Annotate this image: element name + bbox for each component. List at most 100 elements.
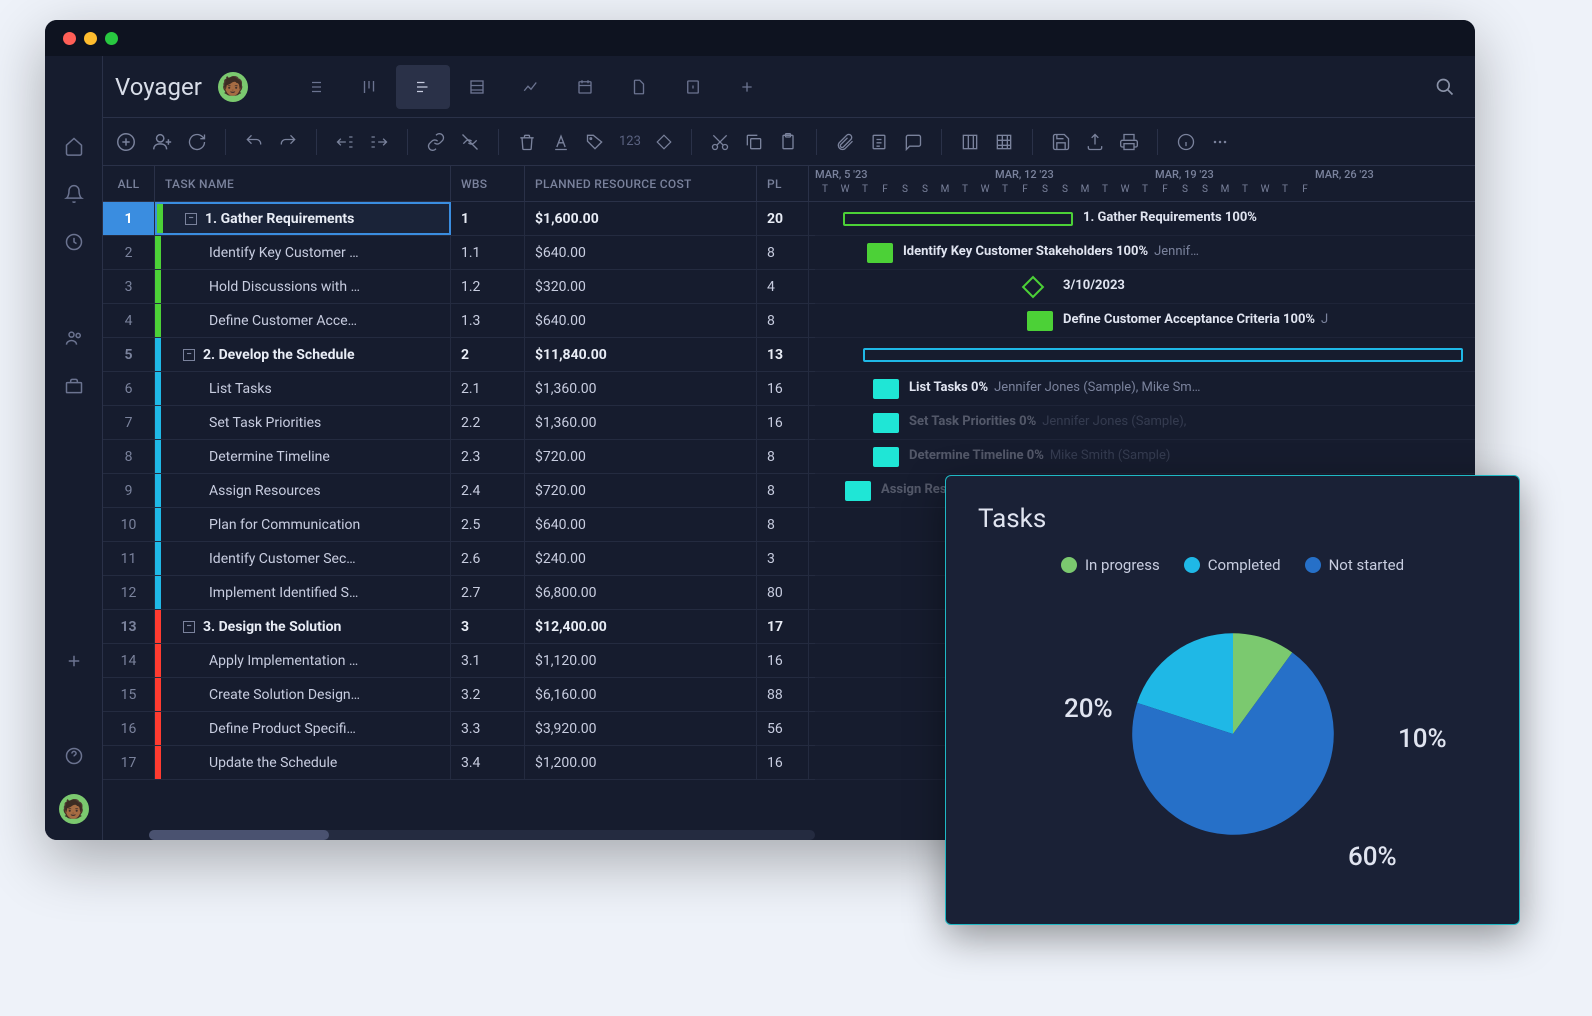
more-icon[interactable] [1210,132,1230,152]
file-view-button[interactable] [612,65,666,109]
task-name-cell[interactable]: Hold Discussions with … [155,270,451,303]
add-task-icon[interactable] [115,131,137,153]
task-name-cell[interactable]: −1. Gather Requirements [155,202,451,235]
chart-view-button[interactable] [504,65,558,109]
task-name-cell[interactable]: Assign Resources [155,474,451,507]
print-icon[interactable] [1119,132,1139,152]
collapse-icon[interactable]: − [183,621,195,633]
gantt-bar[interactable] [873,447,899,467]
briefcase-icon[interactable] [64,376,84,396]
milestone-diamond-icon[interactable] [1022,276,1045,299]
task-name-cell[interactable]: List Tasks [155,372,451,405]
assign-icon[interactable] [151,131,173,153]
task-name-cell[interactable]: −2. Develop the Schedule [155,338,451,371]
clock-icon[interactable] [64,232,84,252]
task-name-cell[interactable]: Set Task Priorities [155,406,451,439]
table-row[interactable]: 17 Update the Schedule 3.4 $1,200.00 16 [103,746,815,780]
table-row[interactable]: 3 Hold Discussions with … 1.2 $320.00 4 [103,270,815,304]
gantt-bar[interactable] [1027,311,1053,331]
window-maximize-button[interactable] [105,32,118,45]
table-row[interactable]: 4 Define Customer Acce… 1.3 $640.00 8 [103,304,815,338]
redo-icon[interactable] [278,132,298,152]
window-minimize-button[interactable] [84,32,97,45]
window-close-button[interactable] [63,32,76,45]
task-name-cell[interactable]: Define Product Specifi… [155,712,451,745]
task-name-cell[interactable]: Apply Implementation … [155,644,451,677]
grid-icon[interactable] [994,132,1014,152]
add-icon[interactable] [65,652,83,670]
refresh-icon[interactable] [187,132,207,152]
table-row[interactable]: 9 Assign Resources 2.4 $720.00 8 [103,474,815,508]
sheet-view-button[interactable] [450,65,504,109]
bell-icon[interactable] [64,184,84,204]
user-avatar[interactable]: 🧑🏾 [59,794,89,824]
gantt-bar[interactable] [873,379,899,399]
link-icon[interactable] [426,132,446,152]
delete-icon[interactable] [517,132,537,152]
text-color-icon[interactable] [551,132,571,152]
number-format-label[interactable]: 123 [619,134,641,149]
gantt-bar[interactable] [843,212,1073,226]
collapse-icon[interactable]: − [185,213,197,225]
task-name-cell[interactable]: Plan for Communication [155,508,451,541]
gantt-bar[interactable] [845,481,871,501]
undo-icon[interactable] [244,132,264,152]
calendar-view-button[interactable] [558,65,612,109]
copy-icon[interactable] [744,132,764,152]
table-row[interactable]: 5 −2. Develop the Schedule 2 $11,840.00 … [103,338,815,372]
table-row[interactable]: 10 Plan for Communication 2.5 $640.00 8 [103,508,815,542]
gantt-bar[interactable] [863,348,1463,362]
task-name-cell[interactable]: Identify Customer Sec… [155,542,451,575]
table-row[interactable]: 6 List Tasks 2.1 $1,360.00 16 [103,372,815,406]
cut-icon[interactable] [710,132,730,152]
column-cost[interactable]: PLANNED RESOURCE COST [525,166,757,201]
task-name-cell[interactable]: Identify Key Customer … [155,236,451,269]
outdent-icon[interactable] [335,132,355,152]
add-view-button[interactable] [720,65,774,109]
notes-icon[interactable] [869,132,889,152]
gantt-view-button[interactable] [396,65,450,109]
column-wbs[interactable]: WBS [451,166,525,201]
columns-icon[interactable] [960,132,980,152]
table-row[interactable]: 2 Identify Key Customer … 1.1 $640.00 8 [103,236,815,270]
paste-icon[interactable] [778,132,798,152]
task-name-cell[interactable]: Create Solution Design… [155,678,451,711]
attach-icon[interactable] [835,132,855,152]
comment-icon[interactable] [903,132,923,152]
team-icon[interactable] [64,328,84,348]
table-row[interactable]: 13 −3. Design the Solution 3 $12,400.00 … [103,610,815,644]
table-row[interactable]: 12 Implement Identified S… 2.7 $6,800.00… [103,576,815,610]
table-row[interactable]: 14 Apply Implementation … 3.1 $1,120.00 … [103,644,815,678]
task-name-cell[interactable]: Define Customer Acce… [155,304,451,337]
table-row[interactable]: 15 Create Solution Design… 3.2 $6,160.00… [103,678,815,712]
search-icon[interactable] [1435,77,1455,97]
list-view-button[interactable] [288,65,342,109]
task-name-cell[interactable]: Implement Identified S… [155,576,451,609]
project-avatar[interactable]: 🧑🏾 [218,72,248,102]
flag-view-button[interactable] [666,65,720,109]
collapse-icon[interactable]: − [183,349,195,361]
export-icon[interactable] [1085,132,1105,152]
milestone-icon[interactable] [655,133,673,151]
save-icon[interactable] [1051,132,1071,152]
info-icon[interactable] [1176,132,1196,152]
column-pl[interactable]: PL [757,166,809,201]
unlink-icon[interactable] [460,132,480,152]
gantt-bar[interactable] [867,243,893,263]
board-view-button[interactable] [342,65,396,109]
table-row[interactable]: 1 −1. Gather Requirements 1 $1,600.00 20 [103,202,815,236]
home-icon[interactable] [64,136,84,156]
help-icon[interactable] [64,746,84,766]
indent-icon[interactable] [369,132,389,152]
table-row[interactable]: 16 Define Product Specifi… 3.3 $3,920.00… [103,712,815,746]
column-all[interactable]: ALL [103,166,155,201]
task-name-cell[interactable]: −3. Design the Solution [155,610,451,643]
table-row[interactable]: 11 Identify Customer Sec… 2.6 $240.00 3 [103,542,815,576]
table-row[interactable]: 8 Determine Timeline 2.3 $720.00 8 [103,440,815,474]
task-name-cell[interactable]: Update the Schedule [155,746,451,779]
gantt-bar[interactable] [873,413,899,433]
task-name-cell[interactable]: Determine Timeline [155,440,451,473]
column-task-name[interactable]: TASK NAME [155,166,451,201]
horizontal-scrollbar[interactable] [149,830,815,840]
tag-icon[interactable] [585,132,605,152]
